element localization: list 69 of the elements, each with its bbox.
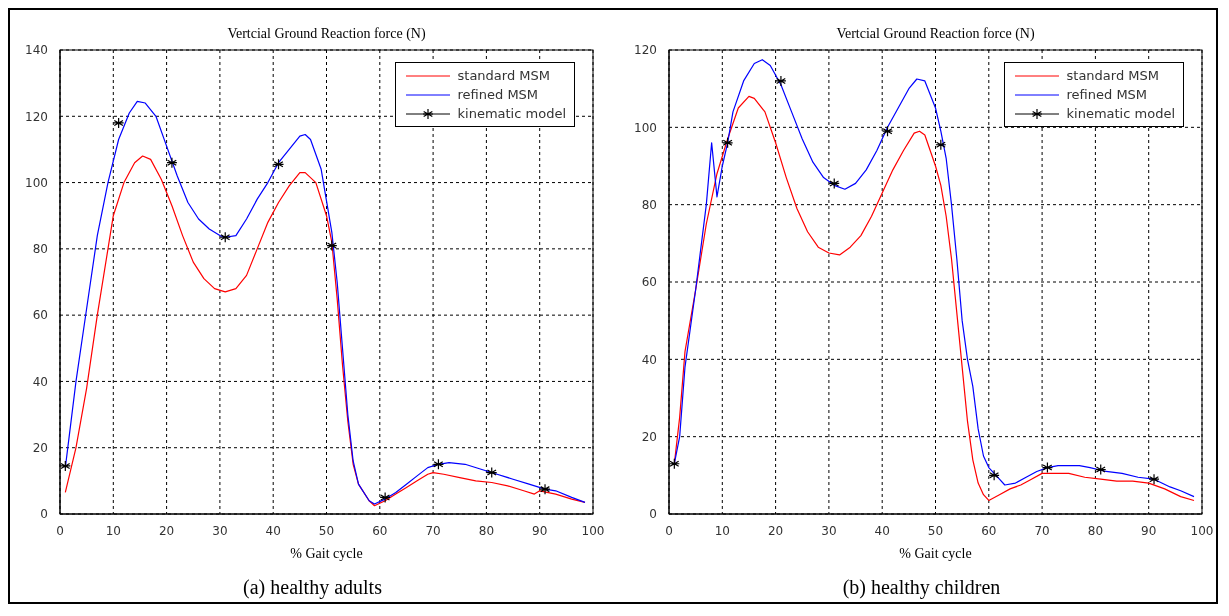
point — [722, 137, 734, 149]
y-tick-label: 60 — [641, 275, 657, 290]
point — [486, 466, 498, 479]
text: (b) healthy children — [841, 576, 1002, 599]
x-tick-label: 20 — [767, 523, 784, 538]
text: (a) healthy adults — [242, 576, 383, 599]
x-tick-label: 0 — [665, 523, 673, 538]
point — [935, 139, 947, 151]
point — [775, 75, 787, 87]
y-tick-label: 100 — [634, 120, 657, 135]
y-tick-label: 120 — [25, 109, 48, 124]
x-tick-label: 90 — [532, 523, 548, 538]
y-tick-label: 80 — [641, 197, 657, 212]
point — [166, 157, 178, 169]
point — [113, 117, 125, 129]
x-tick-label: 30 — [212, 523, 228, 538]
point — [379, 491, 391, 504]
x-tick-label: 10 — [105, 523, 121, 538]
y-tick-label: 140 — [25, 43, 48, 58]
x-tick-label: 90 — [1141, 523, 1157, 538]
point — [881, 125, 894, 137]
x-tick-label: 0 — [56, 523, 64, 538]
y-tick-label: 40 — [32, 374, 48, 389]
point — [1041, 462, 1054, 474]
legend-label: standard MSM — [457, 68, 550, 83]
y-tick-label: 100 — [25, 175, 48, 190]
point — [828, 177, 840, 189]
x-tick-label: 100 — [581, 523, 605, 538]
point — [272, 158, 285, 170]
point — [326, 239, 338, 252]
legend-label: kinematic model — [457, 106, 566, 121]
y-tick-label: 120 — [634, 43, 657, 58]
x-tick-label: 10 — [714, 523, 730, 538]
y-tick-label: 40 — [641, 352, 657, 367]
x-tick-label: 40 — [874, 523, 890, 538]
x-tick-label: 60 — [981, 523, 997, 538]
chart-title: Vertcial Ground Reaction force (N) — [836, 26, 1035, 42]
x-tick-label: 80 — [1087, 523, 1104, 538]
point — [669, 458, 680, 470]
legend-label: refined MSM — [457, 87, 539, 102]
point — [432, 458, 445, 470]
y-tick-label: 0 — [649, 507, 657, 522]
x-tick-label: 70 — [1034, 523, 1050, 538]
x-tick-label: 60 — [372, 523, 388, 538]
point — [219, 231, 231, 243]
x-tick-label: 50 — [318, 523, 335, 538]
x-tick-label: 30 — [821, 523, 837, 538]
y-tick-label: 20 — [641, 429, 657, 444]
y-tick-label: 20 — [32, 440, 48, 455]
legend-label: kinematic model — [1066, 106, 1175, 121]
y-tick-label: 60 — [32, 308, 48, 323]
point — [1148, 473, 1160, 485]
chart-title: Vertcial Ground Reaction force (N) — [227, 26, 426, 42]
point — [1095, 463, 1107, 476]
point — [60, 460, 71, 472]
x-axis-title: % Gait cycle — [899, 546, 972, 561]
y-tick-label: 0 — [40, 507, 48, 522]
y-tick-label: 80 — [32, 242, 48, 257]
point — [539, 483, 551, 495]
point — [988, 469, 1000, 481]
x-tick-label: 50 — [927, 523, 944, 538]
legend-label: standard MSM — [1066, 68, 1159, 83]
x-tick-label: 100 — [1190, 523, 1214, 538]
x-tick-label: 20 — [158, 523, 175, 538]
x-tick-label: 80 — [478, 523, 495, 538]
legend-label: refined MSM — [1066, 87, 1148, 102]
x-tick-label: 70 — [425, 523, 441, 538]
x-axis-title: % Gait cycle — [290, 546, 363, 561]
x-tick-label: 40 — [265, 523, 281, 538]
